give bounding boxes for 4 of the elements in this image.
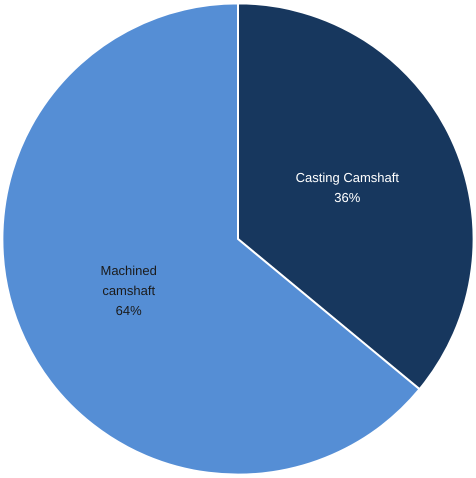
slice-label: Machined camshaft	[100, 262, 157, 298]
data-label: 64%	[116, 302, 142, 318]
data-label: 36%	[334, 190, 361, 206]
slice-label: Casting Camshaft	[296, 170, 400, 186]
